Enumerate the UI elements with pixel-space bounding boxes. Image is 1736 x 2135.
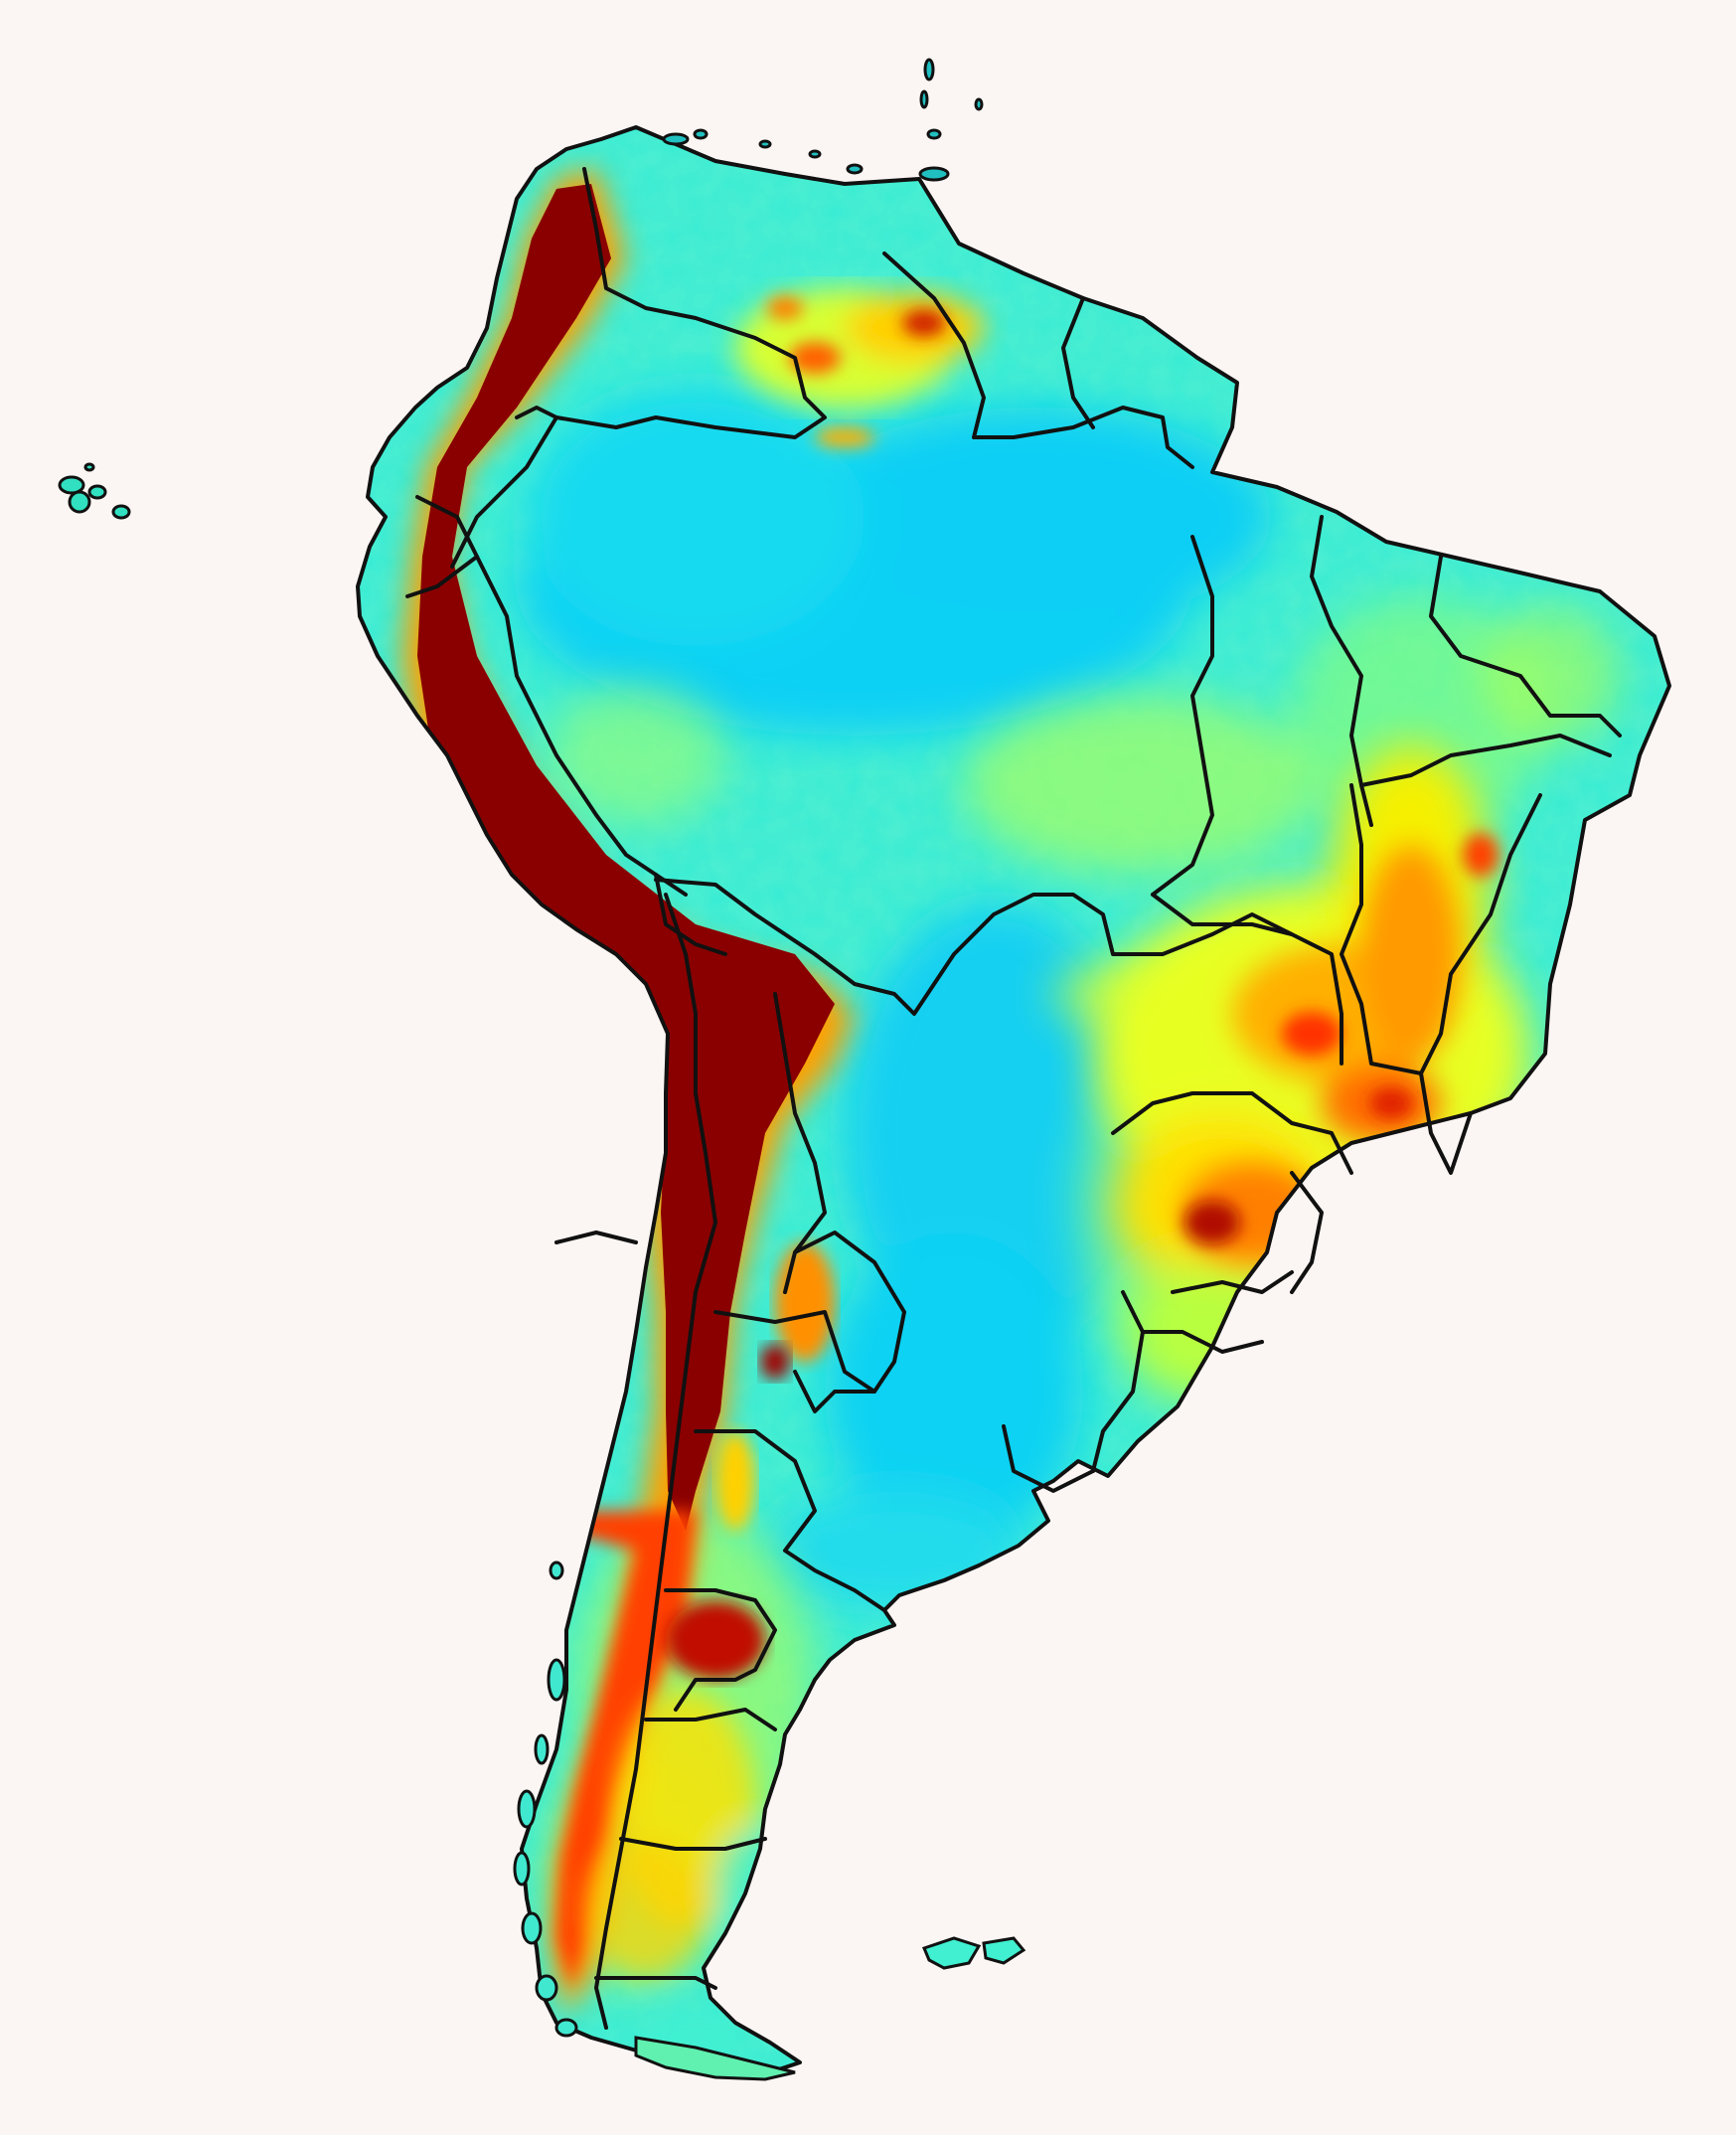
border-argentina-chile	[594, 1221, 717, 2030]
border-brazil-states-1	[1151, 535, 1214, 897]
border-argentina-brazil	[1091, 1290, 1145, 1473]
border-peru-bolivia	[654, 873, 727, 956]
border-brazil-states-8	[1171, 1270, 1294, 1294]
falkland-islands	[921, 1936, 1026, 1970]
border-argentina-uruguay	[1002, 1424, 1095, 1493]
border-brazil-north	[450, 415, 558, 569]
galapagos-islands	[58, 462, 131, 520]
border-peru-brazil	[475, 555, 688, 897]
border-argentina-provinces-4	[644, 1708, 777, 1731]
pampas-lowland	[765, 904, 1143, 1610]
andes-highlands	[402, 169, 855, 2018]
border-bolivia-chile	[664, 893, 717, 1225]
border-paraguay	[793, 1231, 906, 1413]
border-brazil-states-3	[1429, 555, 1622, 738]
border-brazil-states-11	[1290, 1171, 1324, 1294]
border-argentina-provinces-2	[694, 1429, 886, 1612]
amazon-basin	[517, 388, 1272, 736]
country-borders	[405, 167, 1622, 2030]
border-argentina-provinces-6	[594, 1976, 717, 1990]
border-argentina-provinces-3	[664, 1588, 777, 1712]
border-venezuela-guyana	[882, 251, 1194, 469]
border-brazil-states-9	[1141, 1330, 1264, 1354]
border-colombia-venezuela	[515, 167, 827, 439]
border-brazil-states-7	[1419, 1071, 1473, 1175]
tierra-del-fuego	[634, 2036, 796, 2081]
caribbean-islands	[662, 58, 984, 182]
border-bolivia-brazil	[654, 878, 1294, 1016]
border-brazil-states-4	[1359, 734, 1612, 787]
border-brazil-states-10	[1111, 1091, 1353, 1175]
guiana-highlands	[735, 288, 984, 447]
border-chile-internal	[554, 1231, 638, 1244]
border-guyana-suriname	[1061, 296, 1095, 429]
border-brazil-states-5	[1340, 783, 1542, 1075]
border-argentina-provinces-1	[713, 1310, 876, 1394]
border-brazil-states-6	[1151, 893, 1343, 1066]
chilean-fjord-islands	[513, 1560, 578, 2038]
border-argentina-provinces-5	[619, 1837, 767, 1851]
